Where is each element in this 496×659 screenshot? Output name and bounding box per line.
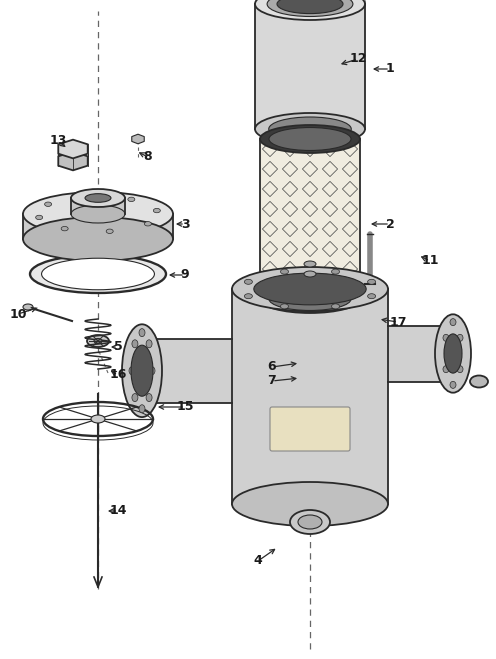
Ellipse shape xyxy=(144,221,151,226)
Ellipse shape xyxy=(245,294,252,299)
Ellipse shape xyxy=(91,415,105,423)
Ellipse shape xyxy=(435,314,471,393)
Ellipse shape xyxy=(450,319,456,326)
Ellipse shape xyxy=(280,304,289,309)
Ellipse shape xyxy=(23,217,173,261)
Ellipse shape xyxy=(290,510,330,534)
Polygon shape xyxy=(58,140,88,158)
Ellipse shape xyxy=(61,227,68,231)
Polygon shape xyxy=(23,214,173,239)
Ellipse shape xyxy=(83,194,90,199)
Ellipse shape xyxy=(255,113,365,145)
Text: 14: 14 xyxy=(109,505,127,517)
Ellipse shape xyxy=(267,0,353,16)
Ellipse shape xyxy=(255,0,365,20)
Ellipse shape xyxy=(30,255,166,293)
Polygon shape xyxy=(260,139,360,299)
Ellipse shape xyxy=(304,271,316,277)
Text: 7: 7 xyxy=(268,374,276,387)
Ellipse shape xyxy=(129,366,135,375)
Text: 4: 4 xyxy=(253,554,262,567)
Text: 15: 15 xyxy=(176,401,194,413)
Text: 9: 9 xyxy=(181,268,189,281)
Ellipse shape xyxy=(122,324,162,417)
Ellipse shape xyxy=(106,229,113,233)
Ellipse shape xyxy=(149,366,155,375)
Ellipse shape xyxy=(368,294,375,299)
Polygon shape xyxy=(388,326,453,382)
Ellipse shape xyxy=(269,128,351,150)
Ellipse shape xyxy=(128,197,135,202)
Ellipse shape xyxy=(23,192,173,236)
Ellipse shape xyxy=(132,340,138,348)
FancyBboxPatch shape xyxy=(270,407,350,451)
Ellipse shape xyxy=(146,340,152,348)
Ellipse shape xyxy=(139,405,145,413)
Text: 17: 17 xyxy=(389,316,407,328)
Ellipse shape xyxy=(139,329,145,337)
Text: 5: 5 xyxy=(114,341,123,353)
Ellipse shape xyxy=(269,117,351,141)
Ellipse shape xyxy=(450,382,456,388)
Ellipse shape xyxy=(45,202,52,206)
Ellipse shape xyxy=(87,335,109,347)
Polygon shape xyxy=(58,152,88,170)
Ellipse shape xyxy=(280,269,289,274)
Ellipse shape xyxy=(36,215,43,219)
Text: 10: 10 xyxy=(9,308,27,320)
Ellipse shape xyxy=(42,258,154,290)
Polygon shape xyxy=(232,289,388,504)
Ellipse shape xyxy=(470,376,488,387)
Text: 12: 12 xyxy=(349,53,367,65)
Ellipse shape xyxy=(443,334,449,341)
Text: 2: 2 xyxy=(385,217,394,231)
Ellipse shape xyxy=(269,287,351,310)
Ellipse shape xyxy=(304,261,316,267)
Polygon shape xyxy=(142,339,232,403)
Polygon shape xyxy=(71,198,125,214)
Ellipse shape xyxy=(331,269,340,274)
Ellipse shape xyxy=(71,205,125,223)
Ellipse shape xyxy=(232,267,388,311)
Ellipse shape xyxy=(277,0,343,14)
Ellipse shape xyxy=(232,482,388,526)
Text: 13: 13 xyxy=(49,134,66,148)
Polygon shape xyxy=(132,134,144,144)
Ellipse shape xyxy=(254,273,366,305)
Ellipse shape xyxy=(132,393,138,401)
Ellipse shape xyxy=(298,515,322,529)
Ellipse shape xyxy=(71,189,125,207)
Text: 11: 11 xyxy=(421,254,439,268)
Ellipse shape xyxy=(131,345,153,396)
Text: 16: 16 xyxy=(109,368,126,382)
Ellipse shape xyxy=(444,334,462,373)
Text: 6: 6 xyxy=(268,360,276,374)
Ellipse shape xyxy=(368,279,375,284)
Ellipse shape xyxy=(23,304,33,310)
Ellipse shape xyxy=(457,334,463,341)
Ellipse shape xyxy=(260,125,360,153)
Ellipse shape xyxy=(457,366,463,373)
Ellipse shape xyxy=(245,279,252,284)
Ellipse shape xyxy=(443,366,449,373)
Text: 8: 8 xyxy=(144,150,152,163)
Ellipse shape xyxy=(260,285,360,313)
Ellipse shape xyxy=(146,393,152,401)
Polygon shape xyxy=(255,4,365,129)
Text: 3: 3 xyxy=(181,217,189,231)
Text: 1: 1 xyxy=(385,63,394,76)
Ellipse shape xyxy=(331,304,340,309)
Ellipse shape xyxy=(94,339,102,343)
Ellipse shape xyxy=(153,208,160,213)
Ellipse shape xyxy=(85,194,111,202)
